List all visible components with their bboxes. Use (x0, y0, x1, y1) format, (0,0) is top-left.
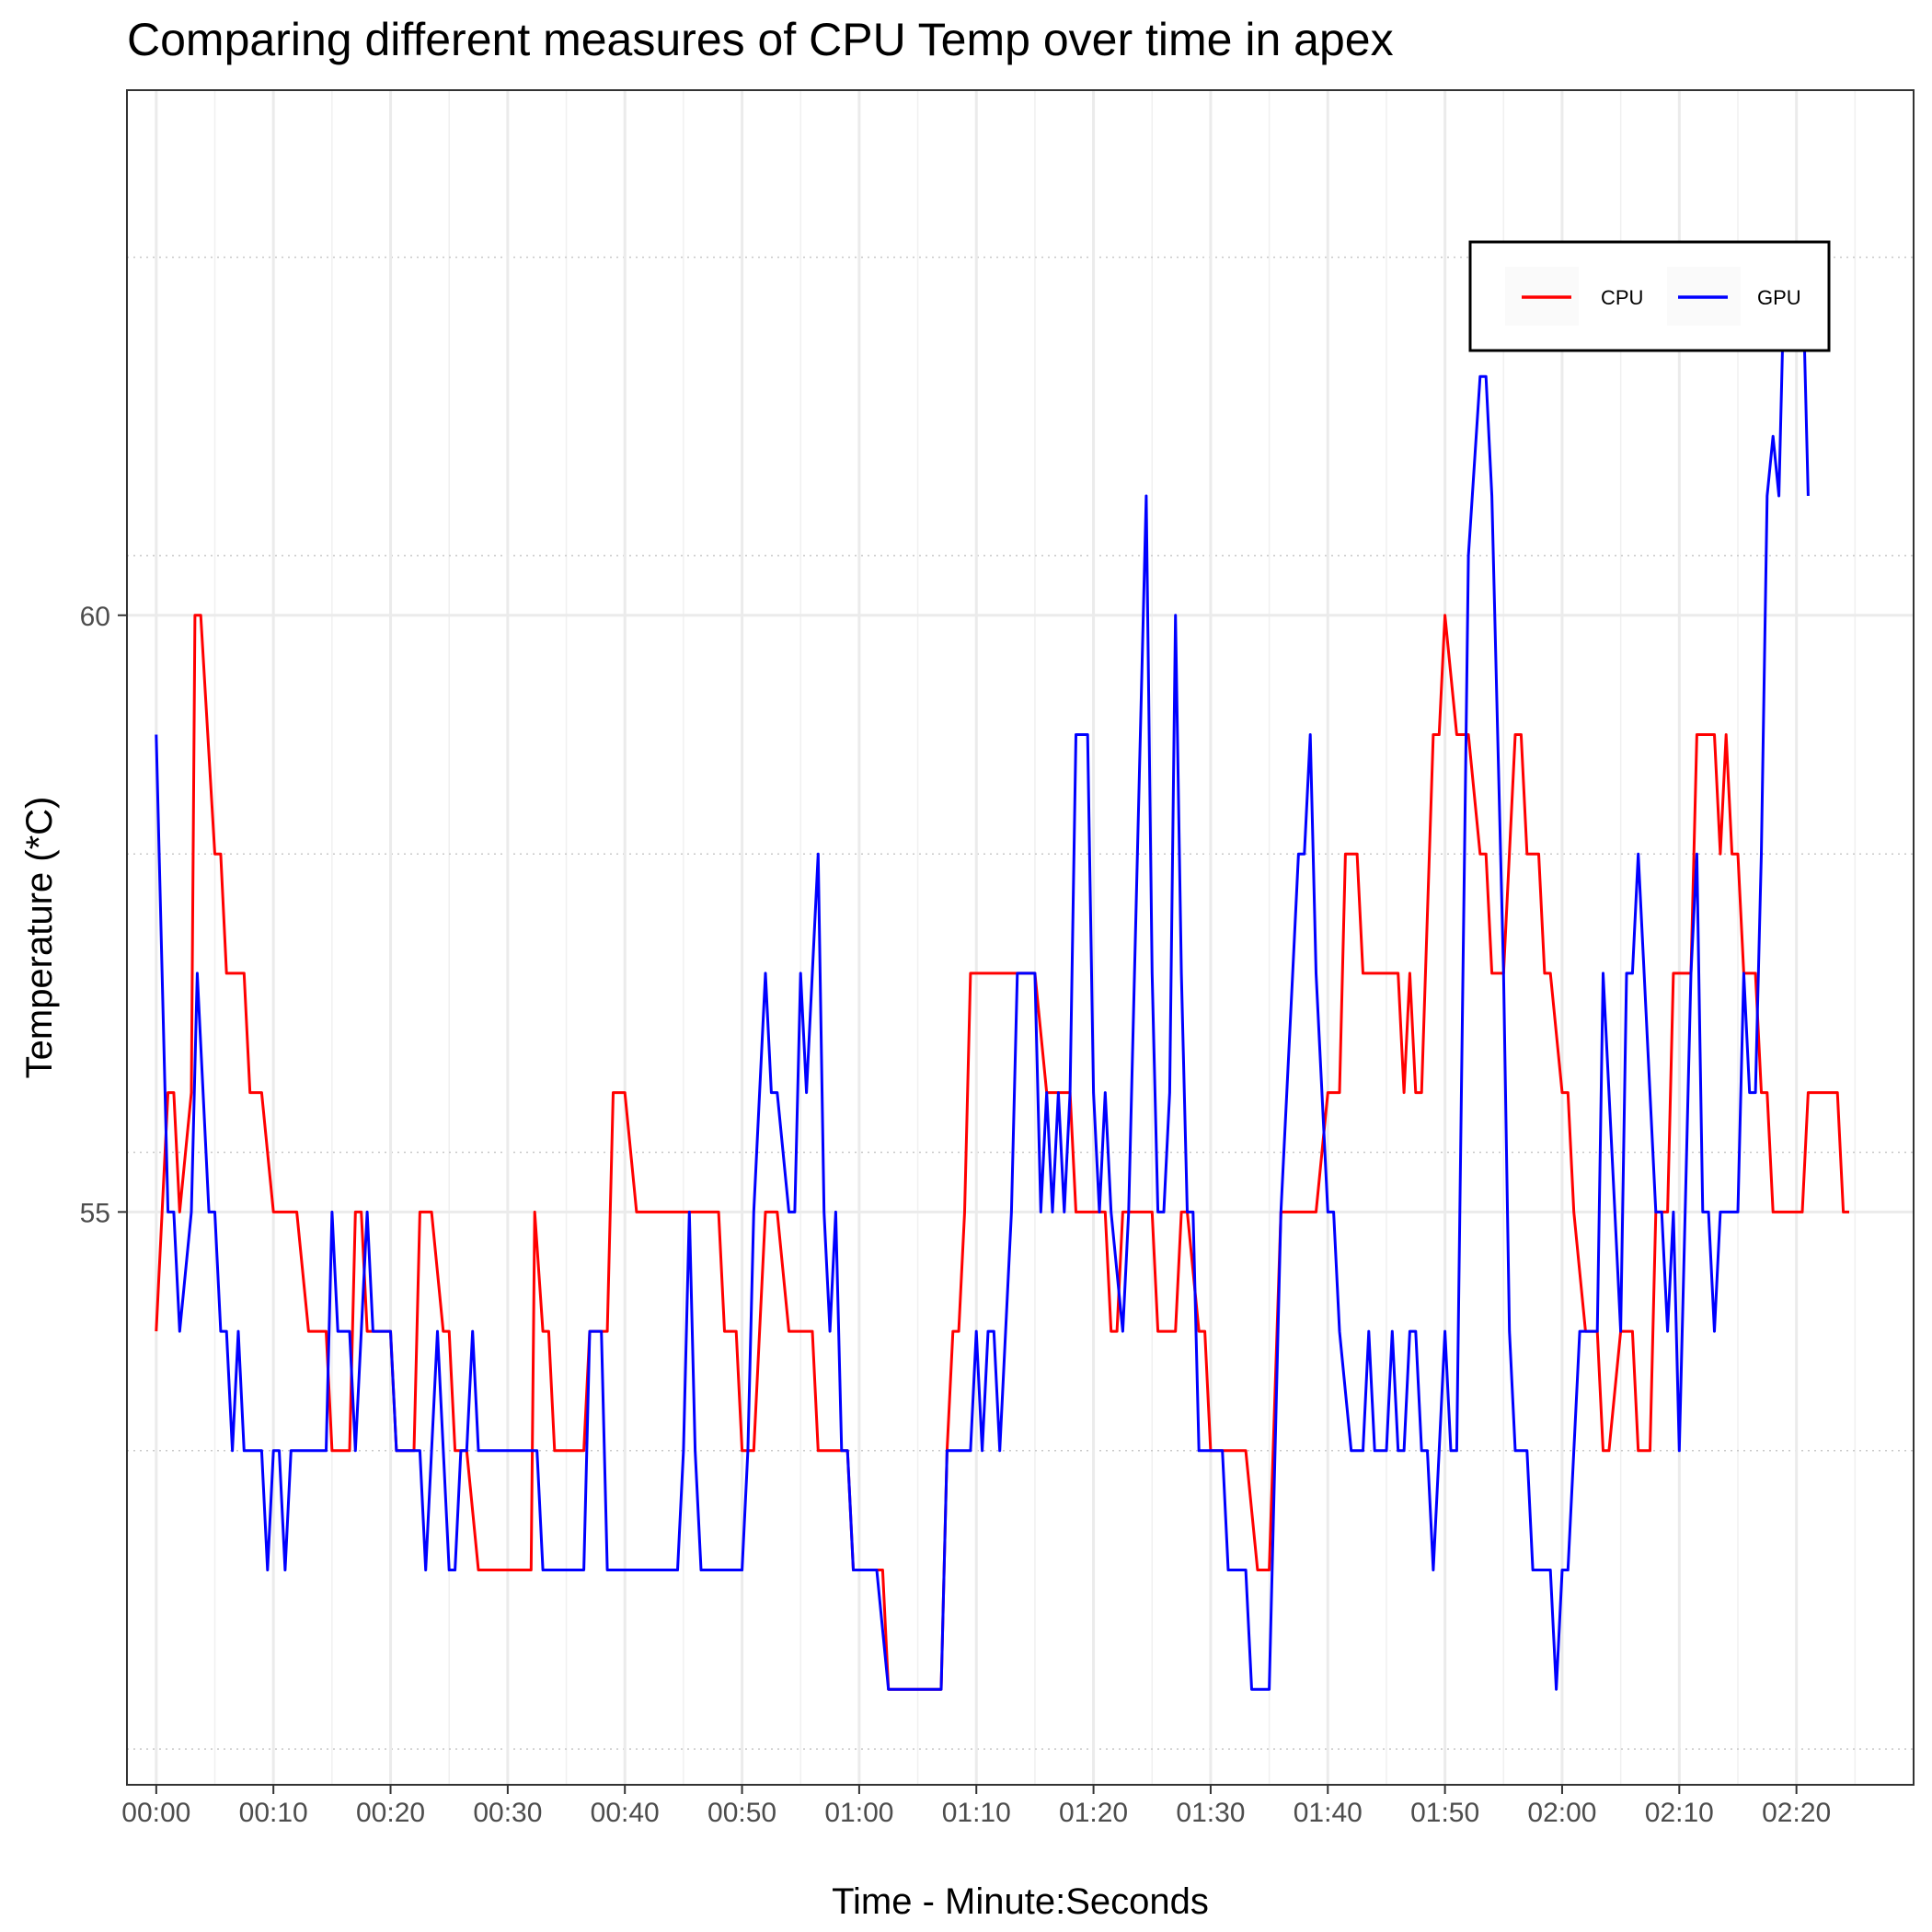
legend-gpu-label: GPU (1757, 286, 1801, 309)
x-tick-label: 02:20 (1762, 1798, 1831, 1828)
y-tick-label: 55 (80, 1198, 110, 1228)
x-tick-label: 00:50 (707, 1798, 776, 1828)
x-tick-label: 01:00 (824, 1798, 893, 1828)
series-line-cpu (155, 614, 1849, 1691)
x-tick-label: 01:10 (942, 1798, 1011, 1828)
legend: CPU GPU (1468, 240, 1831, 352)
chart-title: Comparing different measures of CPU Temp… (127, 14, 1394, 65)
legend-cpu-label: CPU (1601, 286, 1643, 309)
x-tick-label: 02:10 (1645, 1798, 1714, 1828)
x-tick-label: 01:50 (1410, 1798, 1479, 1828)
x-tick-label: 01:20 (1059, 1798, 1128, 1828)
x-tick-label: 00:00 (121, 1798, 190, 1828)
y-tick-label: 60 (80, 602, 110, 632)
x-tick-label: 00:20 (356, 1798, 425, 1828)
x-tick-label: 02:00 (1527, 1798, 1596, 1828)
plot-panel-border (126, 89, 1915, 1786)
x-axis-title: Time - Minute:Seconds (832, 1881, 1209, 1922)
x-tick-label: 00:40 (591, 1798, 660, 1828)
series-layer (155, 256, 1849, 1691)
y-axis-title: Temperature (*C) (19, 797, 60, 1079)
series-line-gpu (155, 256, 1810, 1691)
x-tick-label: 00:30 (473, 1798, 542, 1828)
x-tick-label: 01:30 (1176, 1798, 1245, 1828)
x-tick-label: 01:40 (1294, 1798, 1363, 1828)
x-axis: 00:00 00:10 00:20 00:30 00:40 00:50 01:00 01:10… (121, 1785, 1831, 1828)
y-axis: 55 60 (80, 602, 127, 1228)
x-tick-label: 00:10 (239, 1798, 308, 1828)
